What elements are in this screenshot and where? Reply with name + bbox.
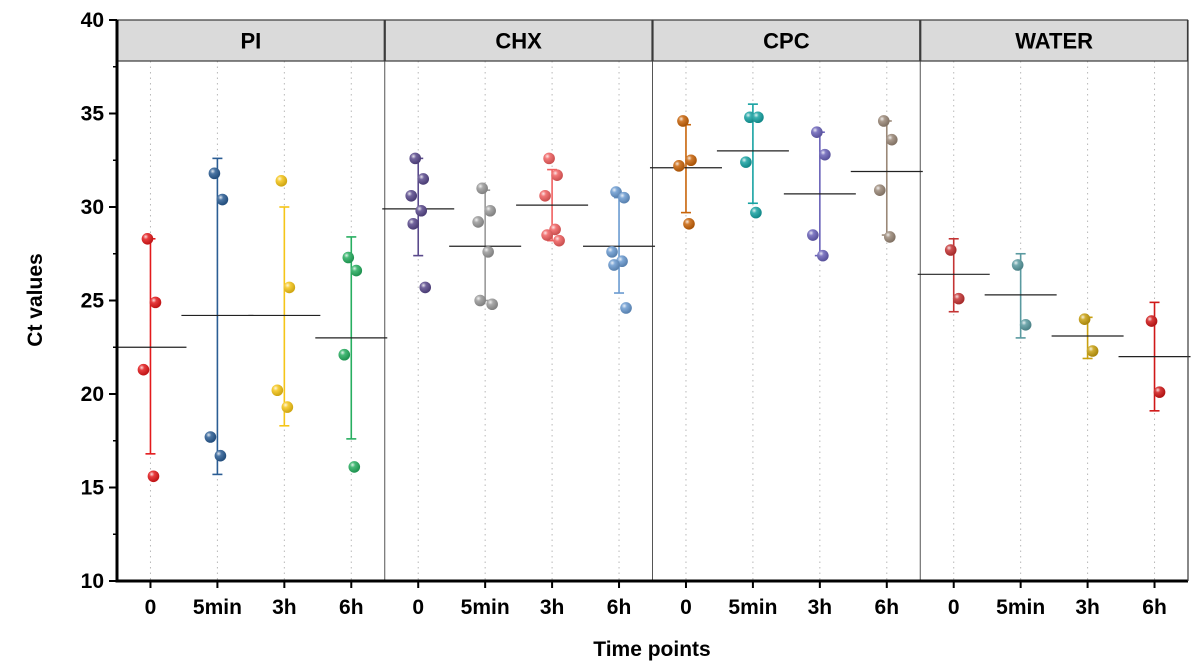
data-point-water-3h <box>1086 345 1099 357</box>
data-point-water-0 <box>952 292 965 305</box>
y-axis-title: Ct values <box>24 253 47 346</box>
y-tick-label: 10 <box>81 570 104 593</box>
y-tick-label: 20 <box>81 383 104 406</box>
panel-headers: PI CHX CPC WATER <box>116 19 1189 62</box>
x-tick-label: 6h <box>875 596 900 619</box>
data-point-cpc-3h <box>817 249 829 262</box>
data-point-pi-3h <box>283 281 296 294</box>
data-point-pi-6h <box>350 264 363 277</box>
data-point-pi-0 <box>149 296 162 309</box>
data-point-chx-5min <box>484 204 496 217</box>
data-point-pi-3h <box>271 384 284 397</box>
data-point-cpc-3h <box>811 126 823 138</box>
grid <box>149 20 1156 581</box>
data-point-chx-5min <box>486 298 498 311</box>
data-point-chx-5min <box>482 246 494 258</box>
panel-label-cpc: CPC <box>763 29 810 54</box>
data-point-chx-6h <box>606 246 618 258</box>
data-point-chx-0 <box>407 218 420 230</box>
panel-header-pi <box>116 19 385 62</box>
x-tick-label: 3h <box>540 596 565 619</box>
x-tick-label: 0 <box>145 596 157 619</box>
x-tick-label: 0 <box>948 596 960 619</box>
x-axis-title: Time points <box>593 638 710 661</box>
data-point-water-5min <box>1011 259 1024 271</box>
y-tick-label: 40 <box>81 9 104 32</box>
data-point-chx-3h <box>543 152 555 165</box>
data-point-chx-5min <box>472 216 484 228</box>
data-point-chx-6h <box>608 259 620 271</box>
x-tick-label: 5min <box>461 596 510 619</box>
y-tick-label: 30 <box>81 196 104 219</box>
data-point-cpc-5min <box>744 111 756 124</box>
data-point-chx-6h <box>620 302 632 314</box>
data-point-pi-6h <box>338 348 351 361</box>
data-point-cpc-0 <box>673 160 685 172</box>
x-tick-label: 6h <box>607 596 632 619</box>
x-tick-label: 6h <box>1142 596 1167 619</box>
data-point-cpc-0 <box>677 115 689 127</box>
data-point-cpc-5min <box>752 111 764 124</box>
y-tick-label: 35 <box>81 103 105 126</box>
data-point-pi-0 <box>137 363 150 376</box>
data-point-pi-6h <box>348 461 361 473</box>
data-point-pi-5min <box>204 431 217 443</box>
data-point-chx-3h <box>541 229 553 241</box>
data-point-pi-6h <box>342 251 355 264</box>
panel-header-water <box>920 19 1189 62</box>
data-point-chx-0 <box>415 204 428 217</box>
y-tick-label: 25 <box>81 290 105 313</box>
data-point-water-3h <box>1078 313 1091 326</box>
data-point-chx-0 <box>405 189 418 202</box>
data-point-cpc-6h <box>885 133 898 146</box>
x-tick-label: 5min <box>193 596 242 619</box>
data-point-pi-5min <box>216 193 229 206</box>
panel-label-pi: PI <box>240 29 261 54</box>
data-point-chx-6h <box>618 191 630 204</box>
x-tick-label: 5min <box>728 596 777 619</box>
data-point-chx-0 <box>417 173 430 185</box>
data-point-cpc-0 <box>683 218 695 230</box>
data-point-cpc-6h <box>877 115 890 127</box>
panel-header-chx <box>384 19 653 62</box>
data-point-pi-0 <box>147 470 160 483</box>
x-tick-label: 3h <box>1075 596 1100 619</box>
data-point-water-6h <box>1153 386 1166 398</box>
x-tick-label: 0 <box>680 596 692 619</box>
data-point-cpc-6h <box>873 184 886 196</box>
data-point-water-5min <box>1019 319 1032 331</box>
y-tick-label: 15 <box>81 477 105 500</box>
data-point-pi-3h <box>275 175 288 187</box>
panel-label-chx: CHX <box>495 29 542 54</box>
data-point-chx-3h <box>539 189 551 202</box>
x-tick-label: 0 <box>412 596 424 619</box>
data-point-chx-5min <box>476 182 488 195</box>
data-point-water-0 <box>944 244 957 256</box>
data-point-pi-3h <box>281 401 294 413</box>
data-point-cpc-6h <box>883 231 896 243</box>
data-point-pi-0 <box>141 232 154 245</box>
data-point-cpc-0 <box>685 154 697 167</box>
data-point-chx-0 <box>409 152 422 165</box>
x-tick-label: 5min <box>996 596 1045 619</box>
axes: 0 5min 3h 6h 0 5min 3h 6h 0 5min 3h 6h 0 5min 3h 6h 10 15… <box>81 9 1189 619</box>
data-point-cpc-5min <box>740 156 752 168</box>
x-tick-label: 3h <box>808 596 833 619</box>
data-point-cpc-3h <box>819 148 831 161</box>
data-points <box>137 111 1166 483</box>
x-tick-label: 6h <box>339 596 364 619</box>
data-point-chx-5min <box>474 294 486 307</box>
data-point-pi-5min <box>208 167 221 180</box>
data-point-chx-0 <box>419 281 432 294</box>
data-point-cpc-3h <box>807 229 819 241</box>
x-tick-label: 3h <box>272 596 297 619</box>
data-point-cpc-5min <box>750 206 762 219</box>
data-point-chx-3h <box>551 169 563 182</box>
data-point-pi-5min <box>214 449 227 462</box>
data-point-water-6h <box>1145 315 1158 327</box>
panel-label-water: WATER <box>1015 29 1093 54</box>
panel-header-cpc <box>652 19 921 62</box>
data-point-chx-3h <box>553 234 565 247</box>
